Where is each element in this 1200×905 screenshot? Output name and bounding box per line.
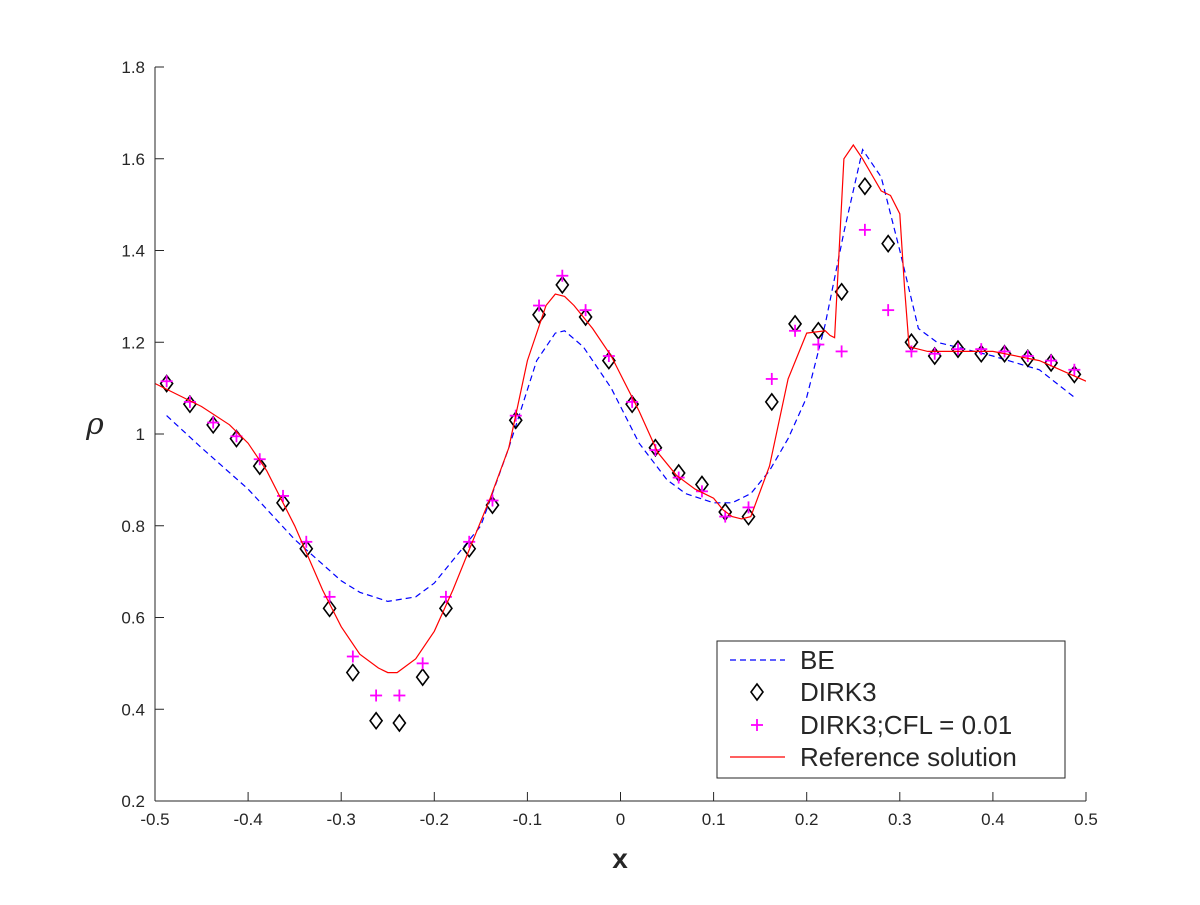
x-ticks: -0.5 -0.4 -0.3 -0.2 -0.1 0 0.1 0.2 0.3 0.4 0.5	[140, 792, 1098, 829]
dirk3-point	[741, 507, 756, 526]
y-tick-label: 0.4	[121, 700, 145, 719]
legend-swatch	[750, 682, 764, 702]
x-tick-label: -0.4	[233, 810, 262, 829]
dirk3-cfl-point	[486, 494, 499, 507]
dirk3-cfl-point	[975, 343, 988, 356]
y-axis-label: ρ	[85, 407, 104, 442]
reference-line	[155, 143, 1086, 674]
dirk3-point	[601, 351, 616, 370]
x-tick-label: 0.3	[888, 810, 912, 829]
dirk3-point	[881, 234, 896, 253]
dirk3-point	[252, 456, 267, 476]
dirk3-cfl-point	[533, 299, 546, 312]
y-tick-label: 1	[136, 425, 145, 444]
dirk3-cfl-point	[789, 324, 802, 337]
dirk3-point	[345, 663, 360, 682]
dirk3-cfl-point	[253, 453, 266, 466]
legend-label: DIRK3	[800, 677, 877, 707]
dirk3-cfl-point	[835, 345, 848, 358]
dirk3-point	[276, 493, 291, 513]
dirk3-point	[415, 667, 430, 687]
dirk3-point	[1067, 365, 1082, 384]
legend-label: DIRK3;CFL = 0.01	[800, 710, 1012, 740]
legend-item-3: Reference solution	[730, 742, 1017, 772]
dirk3-cfl-point	[951, 343, 964, 356]
legend-item-0: BE	[730, 645, 835, 675]
legend-label: Reference solution	[800, 742, 1017, 772]
dirk3-cfl-point	[160, 375, 173, 388]
dirk3-cfl-point	[1021, 350, 1034, 363]
x-tick-label: -0.2	[420, 810, 449, 829]
x-tick-label: 0.2	[795, 810, 819, 829]
dirk3-point	[462, 539, 477, 559]
y-tick-label: 1.8	[121, 58, 145, 77]
y-tick-label: 0.6	[121, 609, 145, 628]
legend-swatch	[751, 719, 763, 731]
dirk3-cfl-point	[556, 269, 569, 282]
dirk3-cfl-point	[579, 304, 592, 317]
dirk3-point	[950, 339, 965, 359]
x-tick-label: 0.1	[702, 810, 726, 829]
dirk3-cfl-point	[742, 501, 755, 514]
legend-item-1: DIRK3	[750, 677, 877, 707]
dirk3-point	[369, 711, 384, 731]
dirk3-cfl-point	[998, 345, 1011, 358]
x-tick-label: -0.5	[140, 810, 169, 829]
x-axis-label: x	[612, 843, 628, 874]
x-tick-label: 0	[616, 810, 625, 829]
dirk3-cfl-point	[765, 372, 778, 385]
dirk3-cfl-point	[207, 416, 220, 429]
dirk3-point	[555, 275, 570, 295]
dirk3-cfl-point	[416, 657, 429, 670]
dirk3-cfl-point	[346, 650, 359, 663]
dirk3-cfl-point	[370, 689, 383, 702]
x-tick-label: -0.3	[327, 810, 356, 829]
dirk3-cfl-point	[928, 347, 941, 360]
dirk3-point	[764, 392, 779, 412]
dirk3-point	[322, 598, 337, 618]
y-ticks: 0.2 0.4 0.6 0.8 1 1.2 1.4 1.6 1.8	[121, 58, 164, 811]
legend-item-2: DIRK3;CFL = 0.01	[751, 710, 1012, 740]
x-tick-label: 0.4	[981, 810, 1005, 829]
y-tick-label: 1.2	[121, 333, 145, 352]
dirk3-cfl-point	[463, 535, 476, 548]
dirk3-cfl-point	[393, 689, 406, 702]
dirk3-cfl-point	[695, 485, 708, 498]
x-tick-label: -0.1	[513, 810, 542, 829]
y-tick-label: 1.4	[121, 242, 145, 261]
dirk3-cfl-point	[882, 304, 895, 317]
legend-label: BE	[800, 645, 835, 675]
y-tick-label: 0.2	[121, 792, 145, 811]
y-tick-label: 0.8	[121, 517, 145, 536]
dirk3-cfl-point	[183, 395, 196, 408]
dirk3-cfl-point	[719, 510, 732, 523]
dirk3-cfl-point	[1045, 354, 1058, 367]
y-tick-label: 1.6	[121, 150, 145, 169]
dirk3-cfl-point	[858, 223, 871, 236]
dirk3-point	[508, 410, 523, 430]
legend-box	[716, 640, 1066, 779]
dirk3-point	[392, 713, 407, 733]
dirk3-point	[299, 539, 314, 559]
dirk3-point	[857, 176, 872, 196]
dirk3-point	[438, 598, 453, 618]
dirk3-cfl-point	[1068, 363, 1081, 376]
series-layer	[155, 143, 1086, 733]
series-3	[155, 143, 1086, 674]
dirk3-cfl-point	[812, 338, 825, 351]
x-tick-label: 0.5	[1074, 810, 1098, 829]
dirk3-point	[532, 305, 547, 325]
